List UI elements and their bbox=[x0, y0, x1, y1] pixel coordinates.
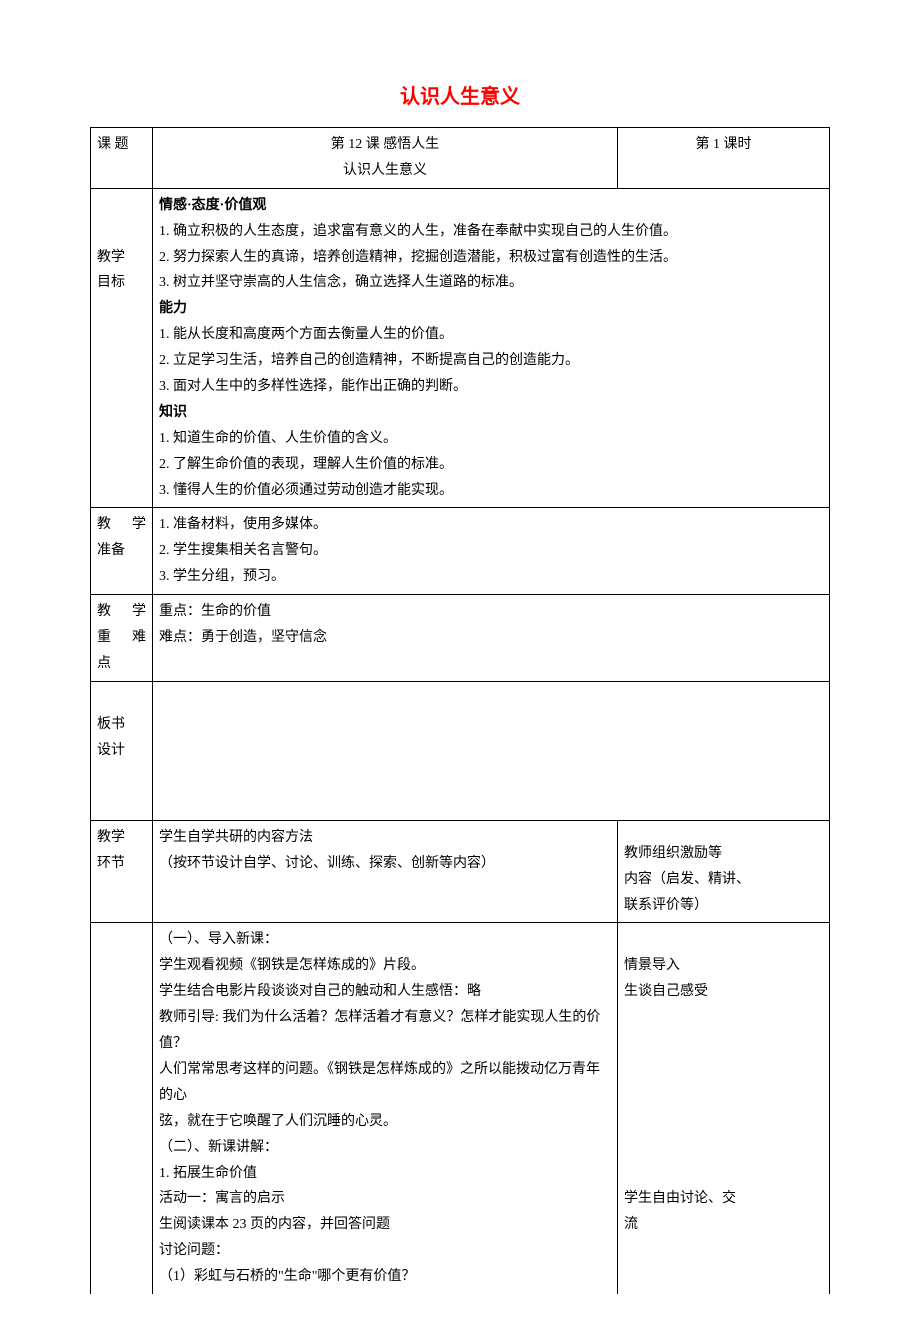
steps-right-l3: 联系评价等） bbox=[624, 893, 823, 919]
goal-attitude-3: 3. 树立并坚守崇高的人生信念，确立选择人生道路的标准。 bbox=[159, 270, 823, 296]
label-board-l2: 设计 bbox=[97, 738, 146, 764]
cell-preparation-content: 1. 准备材料，使用多媒体。 2. 学生搜集相关名言警句。 3. 学生分组，预习… bbox=[153, 508, 830, 595]
goal-ability-3: 3. 面对人生中的多样性选择，能作出正确的判断。 bbox=[159, 374, 823, 400]
label-goals-l2: 目标 bbox=[97, 270, 146, 296]
keypoint-1: 重点：生命的价值 bbox=[159, 599, 823, 625]
goal-heading-ability: 能力 bbox=[159, 296, 823, 322]
goal-heading-attitude: 情感·态度·价值观 bbox=[159, 193, 823, 219]
label-prep-l1: 教 学 bbox=[97, 512, 146, 538]
label-steps-l2: 环节 bbox=[97, 851, 146, 877]
row-steps-header: 教学 环节 学生自学共研的内容方法 （按环节设计自学、讨论、训练、探索、创新等内… bbox=[91, 820, 830, 923]
label-key-l2: 重 难 bbox=[97, 625, 146, 651]
keypoint-2: 难点：勇于创造，坚守信念 bbox=[159, 625, 823, 651]
row-topic: 课 题 第 12 课 感悟人生 认识人生意义 第 1 课时 bbox=[91, 128, 830, 189]
body-l11: 讨论问题： bbox=[159, 1238, 611, 1264]
body-l1: （一）、导入新课： bbox=[159, 927, 611, 953]
goal-ability-2: 2. 立足学习生活，培养自己的创造精神，不断提高自己的创造能力。 bbox=[159, 348, 823, 374]
steps-mid-l1: 学生自学共研的内容方法 bbox=[159, 825, 611, 851]
body-l5: 人们常常思考这样的问题。《钢铁是怎样炼成的》之所以能拨动亿万青年的心 bbox=[159, 1057, 611, 1109]
body-l6: 弦，就在于它唤醒了人们沉睡的心灵。 bbox=[159, 1109, 611, 1135]
label-prep-l2: 准备 bbox=[97, 538, 146, 564]
body-l10: 生阅读课本 23 页的内容，并回答问题 bbox=[159, 1212, 611, 1238]
row-preparation: 教 学 准备 1. 准备材料，使用多媒体。 2. 学生搜集相关名言警句。 3. … bbox=[91, 508, 830, 595]
right-note-3: 学生自由讨论、交 bbox=[624, 1186, 823, 1212]
cell-keypoints-content: 重点：生命的价值 难点：勇于创造，坚守信念 bbox=[153, 595, 830, 682]
steps-right-l1: 教师组织激励等 bbox=[624, 841, 823, 867]
cell-steps-right-body: 情景导入 生谈自己感受 学生自由讨论、交 流 bbox=[618, 923, 830, 1294]
page: 认识人生意义 课 题 第 12 课 感悟人生 认识人生意义 第 1 课时 教学 … bbox=[0, 0, 920, 1334]
label-key-l1: 教 学 bbox=[97, 599, 146, 625]
body-l7: （二）、新课讲解： bbox=[159, 1135, 611, 1161]
document-title: 认识人生意义 bbox=[90, 80, 830, 109]
goal-knowledge-2: 2. 了解生命价值的表现，理解人生价值的标准。 bbox=[159, 452, 823, 478]
right-note-1: 情景导入 bbox=[624, 953, 823, 979]
label-topic: 课 题 bbox=[91, 128, 153, 189]
label-key-l3: 点 bbox=[97, 651, 146, 677]
right-note-4: 流 bbox=[624, 1212, 823, 1238]
goal-knowledge-3: 3. 懂得人生的价值必须通过劳动创造才能实现。 bbox=[159, 478, 823, 504]
goal-knowledge-1: 1. 知道生命的价值、人生价值的含义。 bbox=[159, 426, 823, 452]
prep-1: 1. 准备材料，使用多媒体。 bbox=[159, 512, 823, 538]
steps-right-l2: 内容（启发、精讲、 bbox=[624, 867, 823, 893]
cell-steps-mid-header: 学生自学共研的内容方法 （按环节设计自学、讨论、训练、探索、创新等内容） bbox=[153, 820, 618, 923]
body-l12: （1）彩虹与石桥的"生命"哪个更有价值？ bbox=[159, 1264, 611, 1290]
lesson-line1: 第 12 课 感悟人生 bbox=[159, 132, 611, 158]
label-goals-l1: 教学 bbox=[97, 245, 146, 271]
prep-3: 3. 学生分组，预习。 bbox=[159, 564, 823, 590]
cell-lesson-title: 第 12 课 感悟人生 认识人生意义 bbox=[153, 128, 618, 189]
body-l8: 1. 拓展生命价值 bbox=[159, 1161, 611, 1187]
row-goals: 教学 目标 情感·态度·价值观 1. 确立积极的人生态度，追求富有意义的人生，准… bbox=[91, 188, 830, 508]
body-l9: 活动一：寓言的启示 bbox=[159, 1186, 611, 1212]
cell-board-content bbox=[153, 681, 830, 820]
goal-attitude-2: 2. 努力探索人生的真谛，培养创造精神，挖掘创造潜能，积极过富有创造性的生活。 bbox=[159, 245, 823, 271]
label-steps-body-blank bbox=[91, 923, 153, 1294]
row-board-design: 板书 设计 bbox=[91, 681, 830, 820]
goal-attitude-1: 1. 确立积极的人生态度，追求富有意义的人生，准备在奉献中实现自己的人生价值。 bbox=[159, 219, 823, 245]
cell-period: 第 1 课时 bbox=[618, 128, 830, 189]
body-l2: 学生观看视频《钢铁是怎样炼成的》片段。 bbox=[159, 953, 611, 979]
label-goals: 教学 目标 bbox=[91, 188, 153, 508]
cell-goals-content: 情感·态度·价值观 1. 确立积极的人生态度，追求富有意义的人生，准备在奉献中实… bbox=[153, 188, 830, 508]
row-keypoints: 教 学 重 难 点 重点：生命的价值 难点：勇于创造，坚守信念 bbox=[91, 595, 830, 682]
cell-steps-right-header: 教师组织激励等 内容（启发、精讲、 联系评价等） bbox=[618, 820, 830, 923]
label-preparation: 教 学 准备 bbox=[91, 508, 153, 595]
body-l3: 学生结合电影片段谈谈对自己的触动和人生感悟：略 bbox=[159, 979, 611, 1005]
label-steps-l1: 教学 bbox=[97, 825, 146, 851]
row-steps-body: （一）、导入新课： 学生观看视频《钢铁是怎样炼成的》片段。 学生结合电影片段谈谈… bbox=[91, 923, 830, 1294]
body-l4: 教师引导: 我们为什么活着？怎样活着才有意义？怎样才能实现人生的价值？ bbox=[159, 1005, 611, 1057]
lesson-plan-table: 课 题 第 12 课 感悟人生 认识人生意义 第 1 课时 教学 目标 情感·态… bbox=[90, 127, 830, 1294]
goal-heading-knowledge: 知识 bbox=[159, 400, 823, 426]
steps-mid-l2: （按环节设计自学、讨论、训练、探索、创新等内容） bbox=[159, 851, 611, 877]
right-note-2: 生谈自己感受 bbox=[624, 979, 823, 1005]
goal-ability-1: 1. 能从长度和高度两个方面去衡量人生的价值。 bbox=[159, 322, 823, 348]
label-board: 板书 设计 bbox=[91, 681, 153, 820]
label-board-l1: 板书 bbox=[97, 712, 146, 738]
cell-steps-body: （一）、导入新课： 学生观看视频《钢铁是怎样炼成的》片段。 学生结合电影片段谈谈… bbox=[153, 923, 618, 1294]
label-keypoints: 教 学 重 难 点 bbox=[91, 595, 153, 682]
label-steps: 教学 环节 bbox=[91, 820, 153, 923]
lesson-line2: 认识人生意义 bbox=[159, 158, 611, 184]
prep-2: 2. 学生搜集相关名言警句。 bbox=[159, 538, 823, 564]
